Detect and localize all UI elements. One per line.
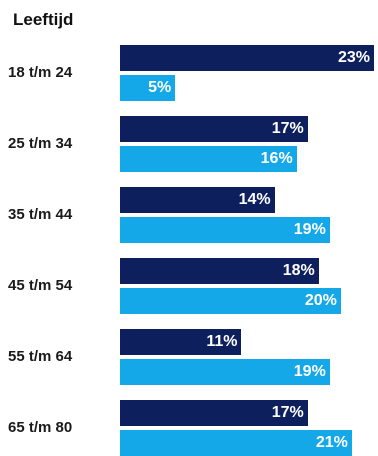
bar: 16% (120, 146, 297, 172)
bar: 18% (120, 258, 319, 284)
category-label: 35 t/m 44 (8, 206, 73, 223)
data-label: 17% (271, 404, 304, 421)
data-label: 11% (206, 333, 238, 350)
bar: 21% (120, 430, 352, 456)
bar: 11% (120, 329, 242, 355)
bar: 19% (120, 217, 330, 243)
data-label: 18% (282, 262, 315, 279)
data-label: 21% (315, 434, 348, 451)
bar: 14% (120, 187, 275, 213)
category-label: 55 t/m 64 (8, 348, 73, 365)
bar: 17% (120, 116, 308, 142)
category-label: 18 t/m 24 (8, 64, 73, 81)
data-label: 5% (148, 79, 172, 96)
category-label: 25 t/m 34 (8, 135, 73, 152)
data-label: 20% (304, 292, 337, 309)
data-label: 14% (238, 191, 271, 208)
data-label: 17% (271, 120, 304, 137)
bar: 17% (120, 400, 308, 426)
data-label: 23% (337, 49, 370, 66)
bar: 23% (120, 45, 374, 71)
bar: 20% (120, 288, 341, 314)
category-label: 45 t/m 54 (8, 277, 73, 294)
chart-title: Leeftijd (13, 10, 74, 29)
bar: 5% (120, 75, 176, 101)
data-label: 19% (293, 221, 326, 238)
data-label: 16% (260, 150, 293, 167)
bar: 19% (120, 359, 330, 385)
category-label: 65 t/m 80 (8, 419, 73, 436)
data-label: 19% (293, 363, 326, 380)
